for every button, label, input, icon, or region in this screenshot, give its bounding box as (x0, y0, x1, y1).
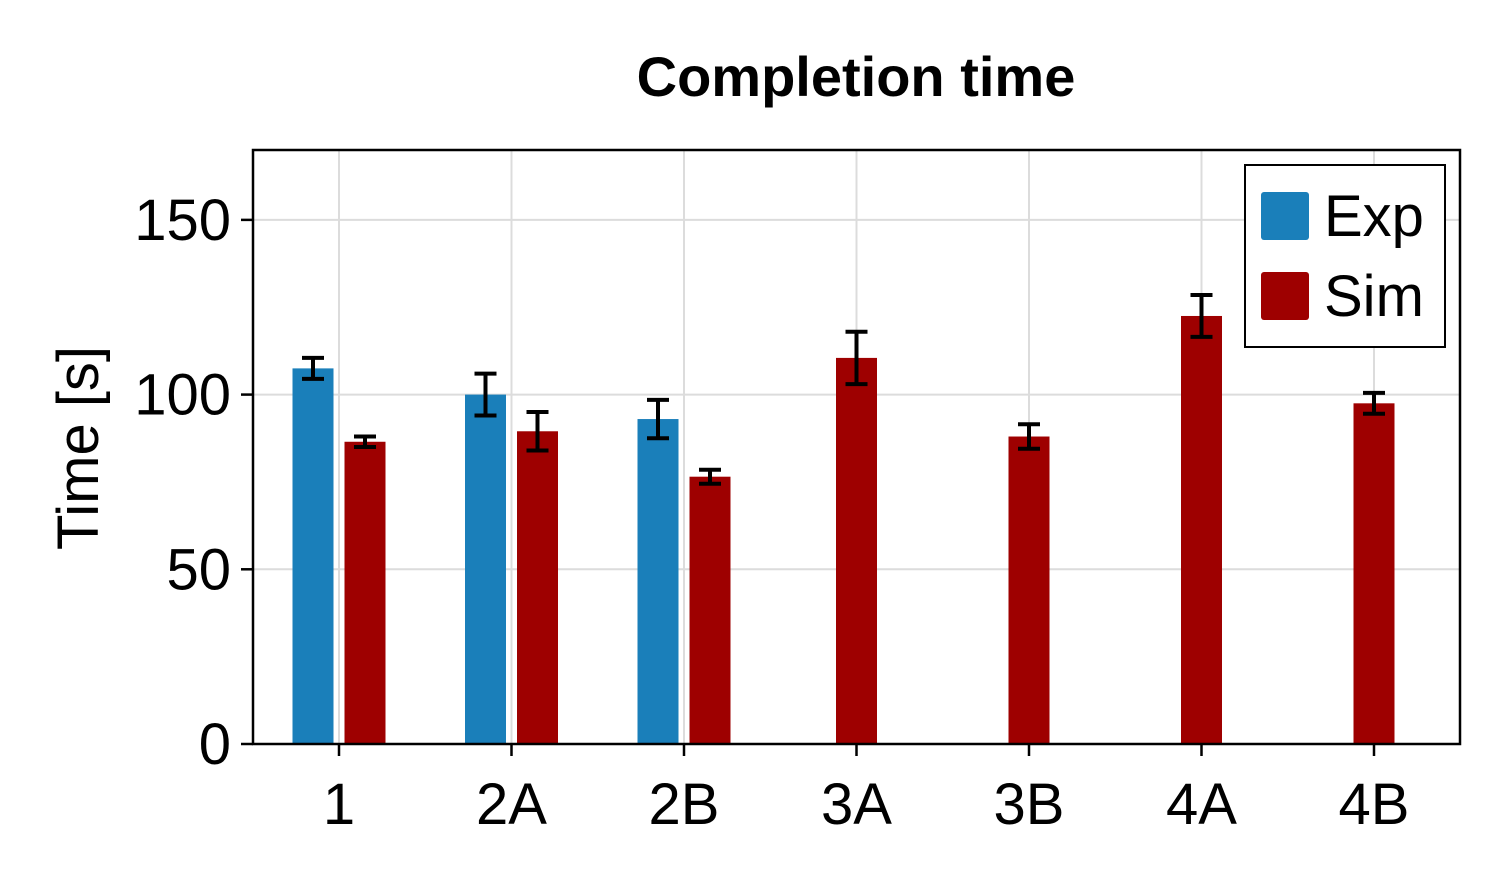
axes: 0 50 100 150 1 2A 2B 3A 3B 4A 4B (134, 188, 1409, 837)
x-tick-label: 4B (1339, 772, 1410, 837)
bar-sim (836, 357, 877, 744)
y-tick-label: 150 (134, 188, 231, 253)
y-axis-label: Time [s] (46, 346, 111, 550)
legend-swatch-exp (1261, 192, 1309, 240)
bar-sim (1353, 403, 1395, 744)
bar-sim (1181, 315, 1222, 744)
bar-sim (517, 431, 558, 744)
chart-title: Completion time (637, 45, 1076, 108)
bars (292, 315, 1395, 744)
bar-exp (292, 368, 334, 744)
x-tick-label: 4A (1166, 772, 1237, 837)
error-bars (302, 293, 1385, 486)
legend-label-sim: Sim (1324, 264, 1424, 329)
bar-sim (689, 476, 731, 744)
x-tick-label: 2B (649, 772, 720, 837)
bar-exp (637, 419, 679, 744)
x-tick-label: 2A (476, 772, 547, 837)
bar-sim (1008, 436, 1050, 744)
legend-label-exp: Exp (1324, 184, 1424, 249)
x-tick-label: 1 (323, 772, 355, 837)
legend: Exp Sim (1244, 164, 1446, 348)
x-tick-label: 3B (994, 772, 1065, 837)
bar-sim (344, 441, 386, 744)
x-tick-label: 3A (821, 772, 892, 837)
legend-swatch-sim (1261, 272, 1309, 320)
y-tick-label: 100 (134, 363, 231, 428)
bar-exp (465, 394, 506, 744)
y-tick-label: 50 (166, 537, 231, 602)
y-tick-label: 0 (199, 712, 231, 777)
